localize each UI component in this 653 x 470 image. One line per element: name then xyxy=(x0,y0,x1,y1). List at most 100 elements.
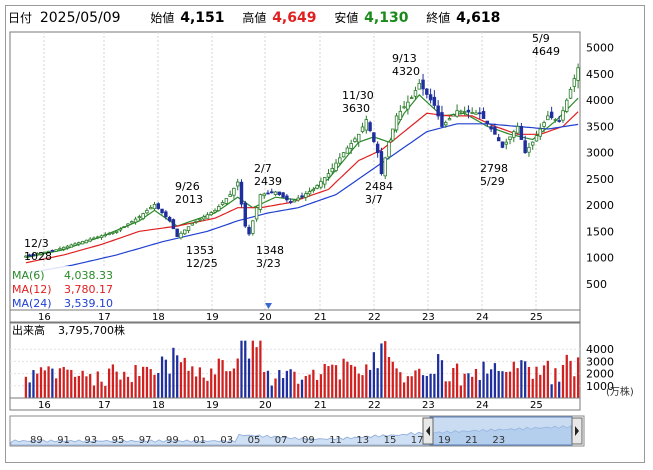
candle-body xyxy=(99,235,104,238)
candle-body xyxy=(194,220,198,223)
volume-bar xyxy=(247,358,251,398)
ma24-value: 3,539.10 xyxy=(64,297,113,310)
candle-body xyxy=(220,202,225,205)
candle-body xyxy=(273,191,278,195)
volume-bar xyxy=(126,376,130,398)
volume-bar xyxy=(308,374,311,398)
candle-body xyxy=(288,201,293,203)
volume-bar xyxy=(194,376,198,398)
price-x-labels: 16 17 18 19 20 21 22 23 24 25 xyxy=(38,312,543,323)
candle-body xyxy=(353,138,357,142)
volume-bar xyxy=(474,368,478,398)
volume-bar xyxy=(164,359,167,398)
x-tick-label: 21 xyxy=(314,400,327,411)
volume-bar xyxy=(240,340,243,398)
volume-bar xyxy=(391,361,394,398)
candle-body xyxy=(266,192,270,195)
candle-body xyxy=(368,122,372,132)
annotation-label: 2484 xyxy=(365,180,393,193)
candle-body xyxy=(496,137,501,142)
close-value: 4,618 xyxy=(456,10,501,26)
volume-bar xyxy=(77,375,80,398)
volume-bar xyxy=(489,369,493,398)
volume-bar xyxy=(187,370,190,398)
volume-bar xyxy=(111,364,115,398)
candle-body xyxy=(46,250,51,253)
candle-body xyxy=(201,216,206,220)
annotation-label: 1353 xyxy=(186,244,214,257)
candle-body xyxy=(334,162,338,171)
volume-unit: (万株) xyxy=(606,385,634,398)
volume-bar xyxy=(350,364,353,398)
x-tick-label: 21 xyxy=(314,312,327,323)
navigator-window[interactable] xyxy=(429,416,573,446)
volume-bar xyxy=(505,371,508,398)
candle-body xyxy=(440,112,444,127)
volume-bar xyxy=(497,370,500,398)
candle-body xyxy=(546,115,550,121)
volume-bar xyxy=(232,368,236,398)
candle-body xyxy=(148,207,153,210)
candle-body xyxy=(300,195,304,198)
candle-body xyxy=(432,96,437,106)
candle-body xyxy=(35,253,39,256)
candle-body xyxy=(474,112,478,115)
volume-bar xyxy=(539,374,542,398)
volume-tick-label: 1000 xyxy=(586,380,614,393)
volume-bar xyxy=(130,382,133,398)
candle-body xyxy=(73,243,77,246)
candle-body xyxy=(466,109,471,113)
volume-bar xyxy=(368,369,372,398)
candle-body xyxy=(65,245,70,249)
ma6-label: MA(6) xyxy=(12,269,45,282)
volume-bar xyxy=(501,371,504,398)
cursor-marker-icon[interactable] xyxy=(265,303,272,309)
volume-bar xyxy=(361,375,364,398)
candle-body xyxy=(213,209,217,213)
navigator-left-handle[interactable] xyxy=(422,417,434,445)
volume-bar xyxy=(380,343,383,398)
volume-bar xyxy=(297,383,300,398)
arrow-left-icon[interactable] xyxy=(426,426,430,436)
candle-body xyxy=(277,191,282,196)
volume-bar xyxy=(429,373,432,398)
close-label: 終値 xyxy=(426,11,451,25)
volume-bar xyxy=(346,361,349,398)
annotation-value: 12/25 xyxy=(186,257,218,270)
volume-bar xyxy=(289,369,292,398)
volume-bar xyxy=(554,368,557,398)
volume-bar xyxy=(448,381,451,398)
candle-body xyxy=(224,198,229,204)
volume-bar xyxy=(546,360,549,398)
navigator-right-handle[interactable] xyxy=(571,417,583,445)
candle-body xyxy=(296,197,300,201)
x-tick-label: 17 xyxy=(98,312,111,323)
volume-bar xyxy=(266,370,270,398)
candle-body xyxy=(319,181,323,188)
price-panel xyxy=(9,31,581,311)
navigator-label: 89 xyxy=(30,435,43,446)
volume-bar xyxy=(399,372,402,398)
volume-bar xyxy=(179,362,183,398)
candle-body xyxy=(152,204,157,210)
candle-body xyxy=(304,193,308,198)
arrow-right-icon[interactable] xyxy=(575,426,579,436)
price-tick-label: 1500 xyxy=(586,225,614,238)
candle-body xyxy=(122,226,126,228)
volume-bar xyxy=(410,376,413,398)
candle-body xyxy=(338,157,342,164)
candle-body xyxy=(311,188,316,192)
high-value: 4,649 xyxy=(272,10,317,26)
candles[interactable] xyxy=(24,63,580,258)
ma12-label: MA(12) xyxy=(12,283,52,296)
volume-bar xyxy=(338,379,341,398)
volume-bar xyxy=(569,360,572,398)
x-tick-label: 16 xyxy=(38,400,51,411)
ma-legend: MA(6) 4,038.33 MA(12) 3,780.17 MA(24) 3,… xyxy=(11,266,117,310)
price-tick-label: 2500 xyxy=(586,173,614,186)
annotation-value: 3630 xyxy=(342,102,370,115)
annotation-value: 4320 xyxy=(392,65,420,78)
candle-body xyxy=(96,236,100,239)
price-tick-label: 3500 xyxy=(586,120,614,133)
candle-body xyxy=(572,78,577,87)
